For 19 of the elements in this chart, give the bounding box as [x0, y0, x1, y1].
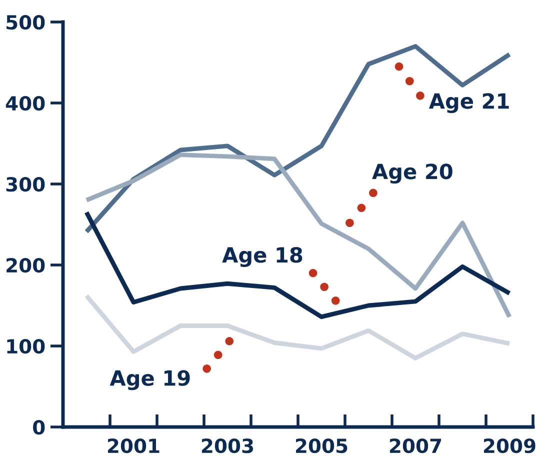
series-label: Age 20 — [372, 164, 452, 184]
y-tick-label: 400 — [6, 96, 45, 111]
series-label: Age 19 — [110, 370, 190, 390]
y-tick-label: 500 — [6, 14, 45, 30]
x-tick-label: 2005 — [296, 438, 348, 454]
series-label: Age 21 — [428, 93, 509, 114]
y-tick-label: 200 — [6, 258, 45, 273]
x-tick-label: 2007 — [390, 438, 442, 454]
y-tick-label: 0 — [33, 420, 45, 435]
series-label: Age 18 — [222, 247, 302, 267]
line-series — [84, 210, 512, 320]
y-tick-label: 300 — [6, 176, 45, 192]
x-tick-label: 2003 — [202, 438, 254, 454]
line-series — [84, 152, 512, 320]
x-tick-label: 2009 — [484, 438, 536, 454]
line-series — [84, 294, 512, 360]
x-tick-label: 2001 — [108, 438, 160, 454]
line-series — [84, 44, 512, 234]
y-tick-label: 100 — [7, 338, 45, 354]
